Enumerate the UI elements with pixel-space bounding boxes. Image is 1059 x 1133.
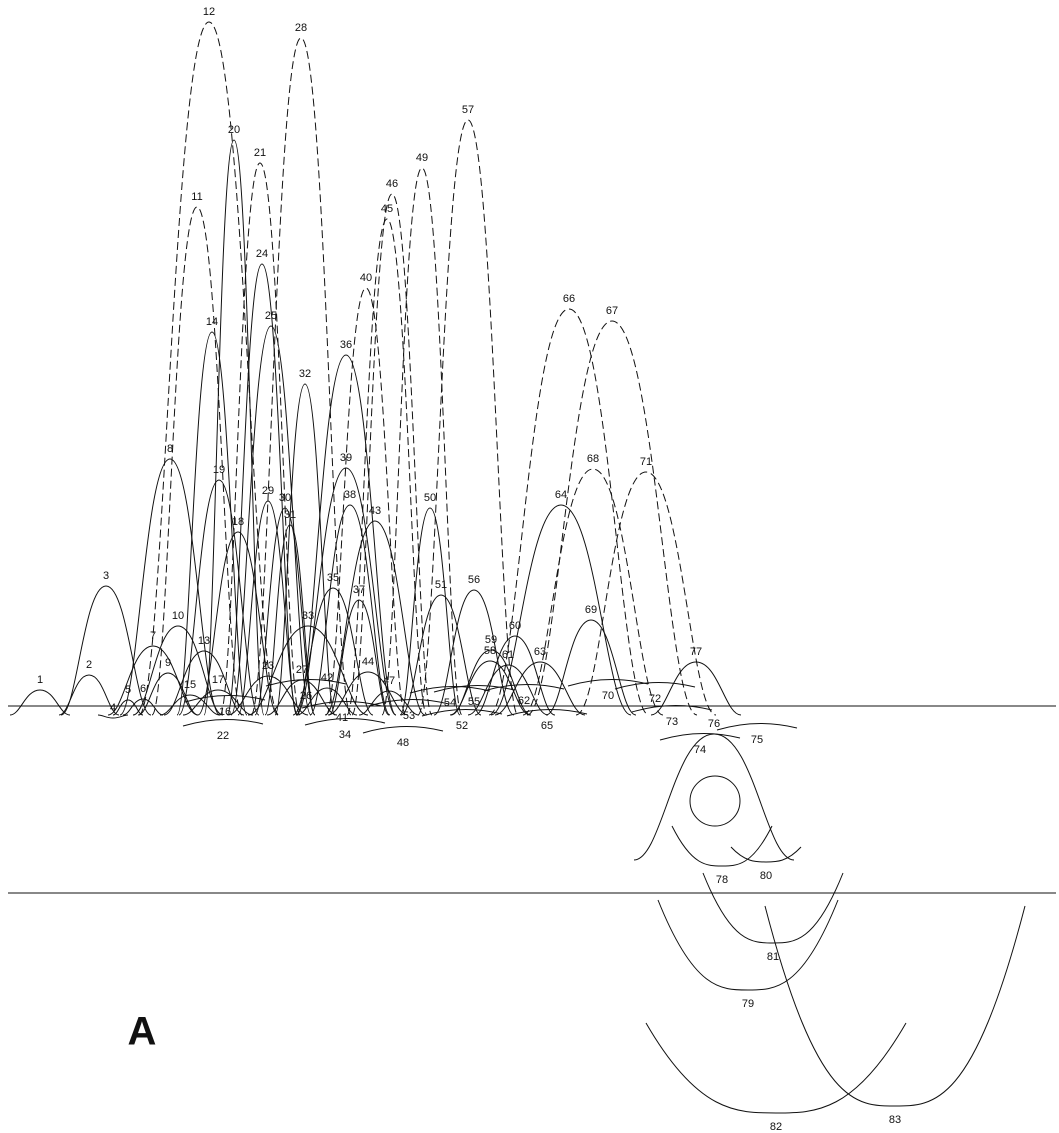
curve-label: 22: [217, 730, 229, 742]
curve-label: 74: [694, 744, 706, 756]
curve: [491, 505, 631, 715]
panel-label: A: [128, 1010, 157, 1054]
curve-label: 38: [344, 489, 356, 501]
curve-label: 51: [435, 579, 447, 591]
curve-label: 71: [640, 456, 652, 468]
curve-label: 65: [541, 720, 553, 732]
curve: [183, 719, 263, 726]
curve-label: 44: [362, 656, 374, 668]
curve-label: 82: [770, 1121, 782, 1133]
curve-label: 46: [386, 178, 398, 190]
curve-label: 62: [518, 695, 530, 707]
curve: [296, 355, 396, 715]
curve: [164, 651, 244, 715]
curve-label: 76: [708, 718, 720, 730]
curve: [484, 684, 564, 691]
curve: [326, 288, 406, 715]
curve-label: 72: [649, 693, 661, 705]
curve-label: 30: [279, 492, 291, 504]
curve-label: 67: [606, 305, 618, 317]
curve-label: 78: [716, 874, 728, 886]
curve-label: 49: [416, 152, 428, 164]
curve-label: 54: [444, 697, 456, 709]
curve-label: 12: [203, 6, 215, 18]
curve-label: 47: [383, 675, 395, 687]
curve-label: 9: [165, 657, 171, 669]
curve-label: 59: [485, 634, 497, 646]
curve-label: 81: [767, 951, 779, 963]
curve: [400, 508, 460, 715]
curve: [717, 723, 797, 730]
curve-label: 28: [295, 22, 307, 34]
curve-label: 24: [256, 248, 268, 260]
curve-label: 15: [184, 679, 196, 691]
curve-label: 43: [369, 505, 381, 517]
curve-label: 40: [360, 272, 372, 284]
curve: [418, 120, 518, 715]
curve-label: 69: [585, 604, 597, 616]
curve-label: 52: [456, 720, 468, 732]
curve: [660, 733, 740, 740]
curve-label: 17: [212, 674, 224, 686]
curve-label: 83: [889, 1114, 901, 1126]
curve-label: 2: [86, 659, 92, 671]
circle-marker: [690, 776, 740, 826]
curve-label: 48: [397, 737, 409, 749]
curve: [523, 469, 663, 715]
curve-label: 66: [563, 293, 575, 305]
curve-label: 6: [140, 683, 146, 695]
curve: [139, 22, 279, 715]
curve-label: 1: [37, 674, 43, 686]
curve-label: 75: [751, 734, 763, 746]
diagram: A 12345678910111213141516171819202122232…: [0, 0, 1059, 1133]
curve: [546, 620, 636, 715]
curve-label: 34: [339, 729, 351, 741]
curve-label: 10: [172, 610, 184, 622]
curve: [672, 826, 772, 866]
curve-label: 73: [666, 716, 678, 728]
curve-label: 13: [198, 635, 210, 647]
curve: [658, 900, 838, 990]
curve-label: 19: [213, 464, 225, 476]
curve-label: 42: [321, 672, 333, 684]
curve-label: 29: [262, 485, 274, 497]
curve-label: 41: [336, 712, 348, 724]
curve-label: 70: [602, 690, 614, 702]
curve-label: 56: [468, 574, 480, 586]
curve: [634, 734, 794, 860]
curve-label: 11: [191, 191, 202, 203]
curve-label: 21: [254, 147, 266, 159]
curve: [382, 168, 462, 715]
curve-label: 36: [340, 339, 352, 351]
curve: [527, 321, 697, 715]
curve: [113, 700, 143, 715]
curve: [10, 690, 70, 715]
curve-label: 80: [760, 870, 772, 882]
curve-label: 20: [228, 124, 240, 136]
curve: [363, 726, 443, 733]
curve-label: 64: [555, 489, 567, 501]
curve-label: 63: [534, 646, 546, 658]
curve-label: 32: [299, 368, 311, 380]
curve: [765, 906, 1025, 1106]
curve-label: 77: [690, 646, 702, 658]
curve-label: 35: [327, 572, 339, 584]
curve-label: 14: [206, 316, 218, 328]
curve-label: 3: [103, 570, 109, 582]
curve-label: 57: [462, 104, 474, 116]
curve-label: 79: [742, 998, 754, 1010]
curve-label: 53: [403, 710, 415, 722]
curve-label: 68: [587, 453, 599, 465]
curve: [646, 1023, 906, 1113]
curve-label: 50: [424, 492, 436, 504]
curve-label: 18: [232, 516, 244, 528]
